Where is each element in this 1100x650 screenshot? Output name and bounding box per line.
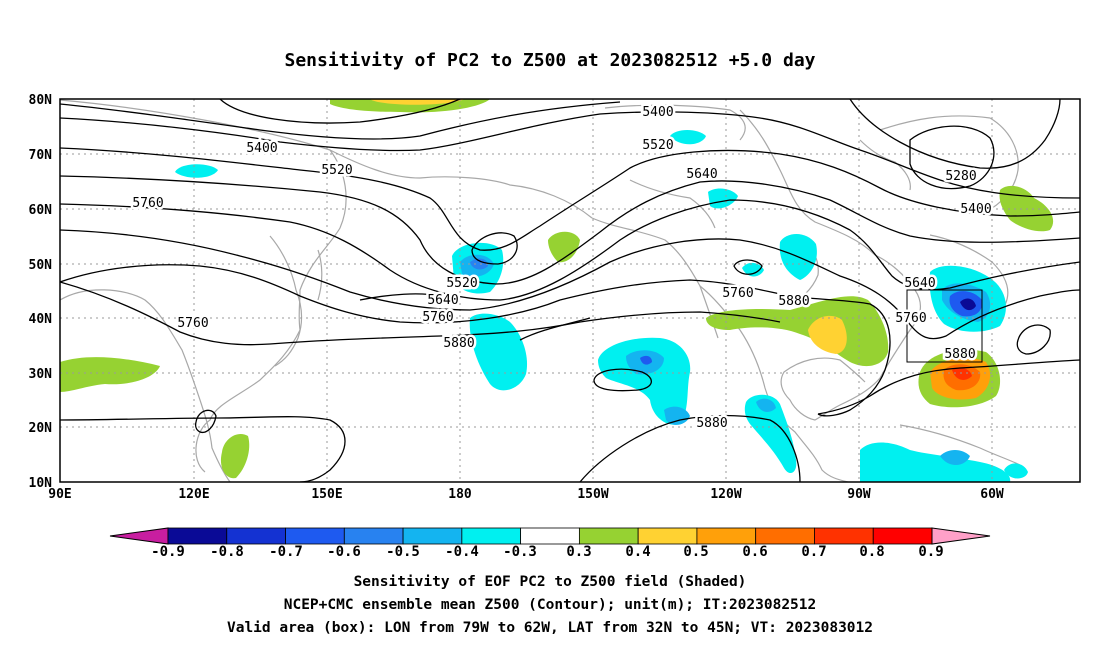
colorbar-swatch [167, 527, 228, 545]
contour-label-group: 5400 5400 5520 5520 5520 5640 5640 5640 … [130, 103, 994, 434]
map-title: Sensitivity of PC2 to Z500 at 2023082512… [284, 50, 816, 71]
colorbar-tick-label: -0.3 [503, 544, 537, 560]
colorbar-tick-label: -0.7 [269, 544, 303, 560]
contour-label: 5880 [696, 416, 727, 431]
caption-shading: Sensitivity of EOF PC2 to Z500 field (Sh… [353, 574, 747, 590]
lon-tick-label: 90W [847, 487, 871, 502]
contour-label: 5760 [132, 196, 163, 211]
height-contours [60, 99, 1080, 482]
colorbar-tick-label: -0.4 [445, 544, 479, 560]
caption-valid-area: Valid area (box): LON from 79W to 62W, L… [226, 620, 873, 636]
contour-label: 5640 [686, 167, 717, 182]
lat-axis-labels: 80N 70N 60N 50N 40N 30N 20N 10N [29, 93, 53, 491]
contour-label: 5760 [177, 316, 208, 331]
lat-tick-label: 20N [29, 421, 53, 436]
map-frame [59, 98, 1081, 483]
colorbar-tick-label: -0.9 [151, 544, 185, 560]
colorbar-tick-label: 0.4 [625, 544, 650, 560]
contour-label: 5880 [778, 294, 809, 309]
colorbar-tick-label: 0.3 [566, 544, 591, 560]
colorbar-swatch [872, 527, 933, 545]
contour-label: 5280 [945, 169, 976, 184]
colorbar-swatch [755, 527, 815, 545]
colorbar-tick-label: 0.6 [742, 544, 767, 560]
contour-label: 5400 [642, 105, 673, 120]
contour-label: 5880 [944, 347, 975, 362]
map-figure: 5400 5400 5520 5520 5520 5640 5640 5640 … [29, 93, 1081, 560]
colorbar-swatch [461, 527, 522, 545]
coastlines [60, 99, 1021, 482]
colorbar-swatch [343, 527, 404, 545]
contour-label: 5760 [422, 310, 453, 325]
colorbar-swatch [814, 527, 874, 545]
contour-label: 5640 [904, 276, 935, 291]
colorbar-tick-label: 0.9 [918, 544, 943, 560]
lat-tick-label: 50N [29, 258, 53, 273]
contour-label: 5520 [446, 276, 477, 291]
contour-label: 5760 [895, 311, 926, 326]
colorbar-swatch [402, 527, 463, 545]
colorbar-tick-label: 0.7 [801, 544, 826, 560]
lon-axis-labels: 90E 120E 150E 180 150W 120W 90W 60W [48, 487, 1004, 502]
colorbar-swatch [696, 527, 757, 545]
colorbar-swatch [226, 527, 286, 545]
colorbar-tick-label: 0.5 [683, 544, 708, 560]
lat-tick-label: 30N [29, 367, 53, 382]
colorbar-swatch [285, 527, 345, 545]
lon-tick-label: 150E [311, 487, 342, 502]
colorbar-swatch [520, 527, 580, 545]
lon-tick-label: 60W [980, 487, 1004, 502]
lon-tick-label: 90E [48, 487, 71, 502]
colorbar [109, 527, 991, 545]
lon-tick-label: 180 [448, 487, 472, 502]
colorbar-swatch [637, 527, 698, 545]
lon-tick-label: 120W [710, 487, 741, 502]
contour-label: 5400 [960, 202, 991, 217]
valid-area-box [906, 289, 983, 363]
colorbar-tick-label: 0.8 [859, 544, 884, 560]
colorbar-arrow-low [109, 527, 169, 545]
caption-contour: NCEP+CMC ensemble mean Z500 (Contour); u… [283, 597, 817, 613]
lat-tick-label: 10N [29, 476, 53, 491]
contour-label: 5880 [443, 336, 474, 351]
contour-label: 5400 [246, 141, 277, 156]
contour-label: 5640 [427, 293, 458, 308]
colorbar-swatch [578, 527, 639, 545]
lat-tick-label: 70N [29, 148, 53, 163]
lat-tick-label: 80N [29, 93, 53, 108]
colorbar-tick-label: -0.6 [327, 544, 361, 560]
colorbar-tick-label: -0.5 [386, 544, 420, 560]
contour-label: 5520 [642, 138, 673, 153]
colorbar-tick-label: -0.8 [210, 544, 244, 560]
colorbar-labels: -0.9 -0.8 -0.7 -0.6 -0.5 -0.4 -0.3 0.3 0… [151, 544, 944, 560]
contour-label: 5520 [321, 163, 352, 178]
colorbar-arrow-high [931, 527, 991, 545]
contour-label: 5760 [722, 286, 753, 301]
lon-tick-label: 150W [577, 487, 608, 502]
lat-tick-label: 40N [29, 312, 53, 327]
lat-tick-label: 60N [29, 203, 53, 218]
lon-tick-label: 120E [178, 487, 209, 502]
